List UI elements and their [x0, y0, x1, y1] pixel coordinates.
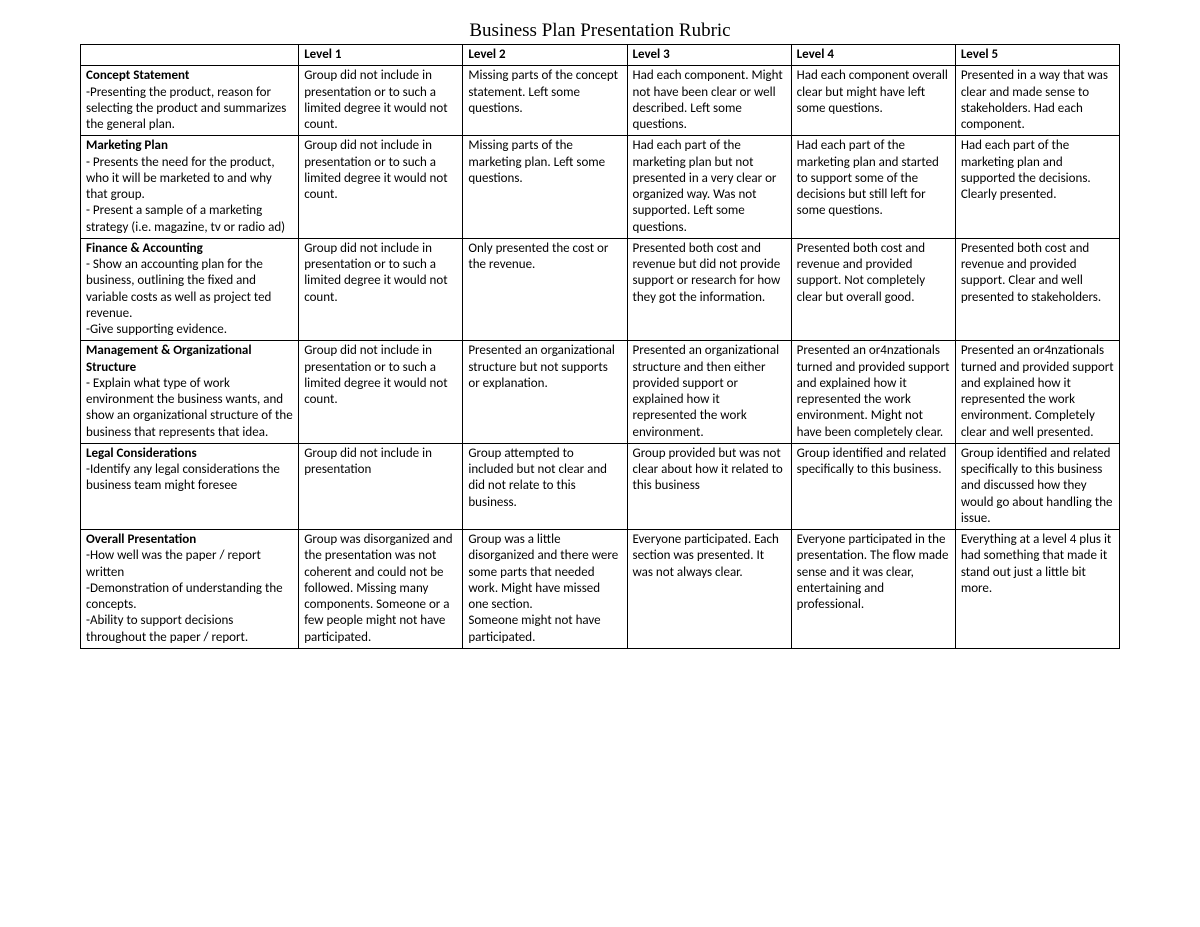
rubric-cell: Only presented the cost or the revenue. [463, 238, 627, 341]
rubric-cell: Group did not include in presentation or… [299, 136, 463, 239]
criterion-cell: Marketing Plan- Presents the need for th… [81, 136, 299, 239]
criterion-cell: Legal Considerations-Identify any legal … [81, 443, 299, 529]
criterion-desc: - Explain what type of work environment … [86, 376, 293, 441]
rubric-cell: Group identified and related specificall… [955, 443, 1119, 529]
criterion-desc: - Presents the need for the product, who… [86, 155, 293, 236]
rubric-cell: Missing parts of the concept statement. … [463, 66, 627, 136]
level-header: Level 4 [791, 45, 955, 66]
criterion-desc: -Presenting the product, reason for sele… [86, 85, 293, 134]
rubric-cell: Missing parts of the marketing plan. Lef… [463, 136, 627, 239]
page-title: Business Plan Presentation Rubric [80, 20, 1120, 42]
level-header: Level 3 [627, 45, 791, 66]
criterion-desc: - Show an accounting plan for the busine… [86, 257, 293, 338]
rubric-cell: Presented in a way that was clear and ma… [955, 66, 1119, 136]
rubric-cell: Group did not include in presentation or… [299, 66, 463, 136]
criterion-title: Legal Considerations [86, 446, 293, 462]
rubric-cell: Group was disorganized and the presentat… [299, 530, 463, 649]
criterion-cell: Concept Statement-Presenting the product… [81, 66, 299, 136]
rubric-body: Concept Statement-Presenting the product… [81, 66, 1120, 649]
rubric-cell: Everyone participated. Each section was … [627, 530, 791, 649]
level-header: Level 5 [955, 45, 1119, 66]
table-row: Concept Statement-Presenting the product… [81, 66, 1120, 136]
table-row: Finance & Accounting- Show an accounting… [81, 238, 1120, 341]
level-header: Level 1 [299, 45, 463, 66]
rubric-cell: Presented an organizational structure an… [627, 341, 791, 444]
level-header: Level 2 [463, 45, 627, 66]
rubric-cell: Group did not include in presentation [299, 443, 463, 529]
table-row: Legal Considerations-Identify any legal … [81, 443, 1120, 529]
rubric-cell: Everyone participated in the presentatio… [791, 530, 955, 649]
corner-cell [81, 45, 299, 66]
criterion-title: Concept Statement [86, 68, 293, 84]
criterion-cell: Management & Organizational Structure- E… [81, 341, 299, 444]
rubric-cell: Had each part of the marketing plan and … [791, 136, 955, 239]
rubric-cell: Had each component. Might not have been … [627, 66, 791, 136]
rubric-cell: Had each part of the marketing plan and … [955, 136, 1119, 239]
rubric-cell: Group did not include in presentation or… [299, 341, 463, 444]
rubric-cell: Group did not include in presentation or… [299, 238, 463, 341]
rubric-cell: Group attempted to included but not clea… [463, 443, 627, 529]
rubric-cell: Group identified and related specificall… [791, 443, 955, 529]
rubric-cell: Group provided but was not clear about h… [627, 443, 791, 529]
rubric-cell: Group was a little disorganized and ther… [463, 530, 627, 649]
criterion-cell: Overall Presentation-How well was the pa… [81, 530, 299, 649]
header-row: Level 1 Level 2 Level 3 Level 4 Level 5 [81, 45, 1120, 66]
rubric-cell: Presented both cost and revenue and prov… [955, 238, 1119, 341]
rubric-cell: Presented an organizational structure bu… [463, 341, 627, 444]
criterion-title: Finance & Accounting [86, 241, 293, 257]
criterion-cell: Finance & Accounting- Show an accounting… [81, 238, 299, 341]
table-row: Management & Organizational Structure- E… [81, 341, 1120, 444]
rubric-cell: Had each part of the marketing plan but … [627, 136, 791, 239]
criterion-desc: -How well was the paper / report written… [86, 548, 293, 646]
table-row: Overall Presentation-How well was the pa… [81, 530, 1120, 649]
rubric-cell: Everything at a level 4 plus it had some… [955, 530, 1119, 649]
rubric-cell: Had each component overall clear but mig… [791, 66, 955, 136]
rubric-cell: Presented both cost and revenue and prov… [791, 238, 955, 341]
rubric-cell: Presented an or4nzationals turned and pr… [791, 341, 955, 444]
criterion-title: Overall Presentation [86, 532, 293, 548]
table-row: Marketing Plan- Presents the need for th… [81, 136, 1120, 239]
rubric-cell: Presented both cost and revenue but did … [627, 238, 791, 341]
criterion-title: Management & Organizational Structure [86, 343, 293, 376]
criterion-desc: -Identify any legal considerations the b… [86, 462, 293, 495]
rubric-table: Level 1 Level 2 Level 3 Level 4 Level 5 … [80, 44, 1120, 649]
criterion-title: Marketing Plan [86, 138, 293, 154]
rubric-cell: Presented an or4nzationals turned and pr… [955, 341, 1119, 444]
